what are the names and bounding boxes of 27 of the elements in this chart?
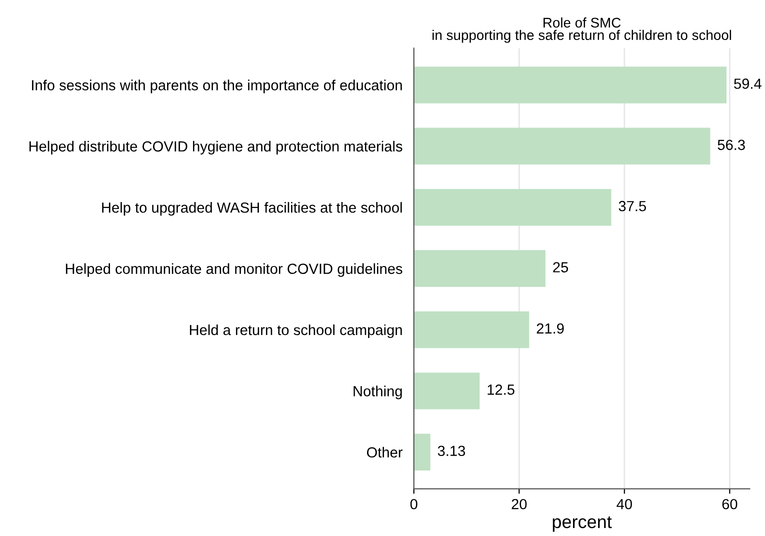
bar [414, 188, 612, 226]
bar [414, 250, 546, 287]
data-label: 59.4 [734, 78, 762, 89]
y-tick-label: Nothing [354, 386, 402, 400]
x-tick-label: 0 [410, 498, 418, 510]
data-label: 21.9 [536, 323, 564, 334]
bar [414, 311, 530, 348]
y-tick-label: Helped distribute COVID hygiene and protection materials [29, 140, 402, 154]
data-label: 12.5 [488, 384, 514, 395]
x-tick-label: 20 [512, 498, 527, 510]
bar [414, 66, 727, 104]
bar [414, 128, 710, 165]
x-axis-title: percent [552, 516, 612, 532]
data-label: 56.3 [718, 140, 745, 150]
x-tick-label: 40 [616, 498, 632, 510]
bar [414, 372, 480, 410]
y-tick-label: Help to upgraded WASH facilities at the school [102, 202, 402, 216]
data-label: 25 [553, 262, 568, 272]
y-tick-label: Info sessions with parents on the importance of education [32, 80, 402, 94]
chart-title: Role of SMC in supporting the safe return of children to school [432, 17, 732, 43]
y-tick-label: Other [366, 446, 403, 458]
bar [414, 434, 430, 470]
data-label: 37.5 [618, 200, 646, 212]
y-tick-label: Helped communicate and monitor COVID guidelines [66, 263, 402, 277]
x-tick-label: 60 [722, 498, 738, 510]
data-label: 3.13 [438, 446, 466, 456]
y-tick-label: Held a return to school campaign [190, 324, 402, 338]
